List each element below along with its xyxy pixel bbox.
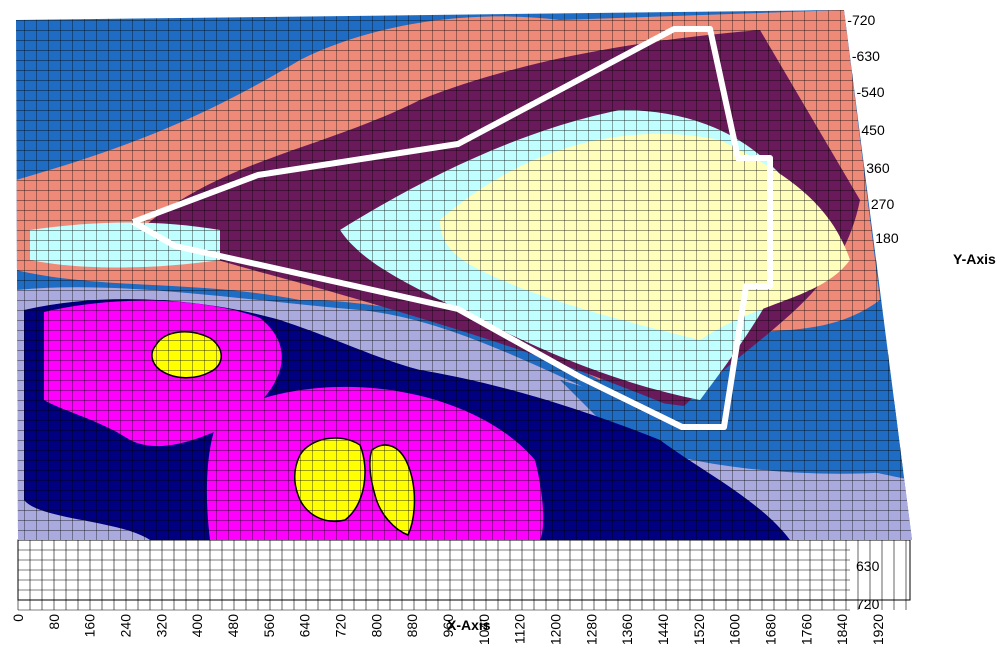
x-tick-label: 1360: [619, 614, 635, 645]
y-tick-label: -720: [847, 12, 875, 28]
y-tick-labels: -720 -630 -540 450 360 270 180: [847, 12, 899, 246]
x-tick-label: 1600: [727, 614, 743, 645]
x-tick-label: 880: [404, 614, 420, 638]
x-tick-label: 1280: [583, 614, 599, 645]
floor-tick-labels: 630 720: [856, 558, 880, 612]
x-tick-labels: 0 80 160 240 320 400 480 560 640 720 800 880 960 1040…: [10, 614, 886, 645]
x-tick-label: 1200: [548, 614, 564, 645]
x-tick-label: 1680: [763, 614, 779, 645]
x-tick-label: 480: [225, 614, 241, 638]
x-tick-label: 720: [333, 614, 349, 638]
x-tick-label: 240: [118, 614, 134, 638]
floor-tick-label: 630: [856, 558, 880, 574]
y-tick-label: 360: [866, 160, 890, 176]
x-tick-label: 320: [153, 614, 169, 638]
x-tick-label: 1520: [691, 614, 707, 645]
y-tick-label: 450: [861, 122, 885, 138]
x-tick-label: 640: [297, 614, 313, 638]
y-tick-label: 270: [871, 196, 895, 212]
x-tick-label: 1920: [870, 614, 886, 645]
x-tick-label: 0: [10, 614, 26, 622]
x-tick-label: 160: [82, 614, 98, 638]
x-tick-label: 960: [440, 614, 456, 638]
floor-tick-label: 720: [856, 596, 880, 612]
contour-surface: [16, 10, 912, 540]
overlay-outline: [131, 26, 773, 430]
x-tick-label: 800: [368, 614, 384, 638]
x-tick-label: 1040: [476, 614, 492, 645]
x-tick-label: 1840: [834, 614, 850, 645]
x-tick-label: 1440: [655, 614, 671, 645]
y-tick-label: 180: [875, 230, 899, 246]
x-tick-label: 1120: [512, 614, 528, 644]
x-tick-label: 400: [189, 614, 205, 638]
x-tick-label: 80: [46, 614, 62, 630]
y-axis-title: Y-Axis: [953, 251, 996, 267]
y-tick-label: -540: [857, 84, 885, 100]
x-axis-title: X-Axis: [447, 617, 491, 633]
x-tick-label: 560: [261, 614, 277, 638]
floor-grid: [17, 539, 911, 611]
y-tick-label: -630: [852, 48, 880, 64]
x-tick-label: 1760: [798, 614, 814, 645]
